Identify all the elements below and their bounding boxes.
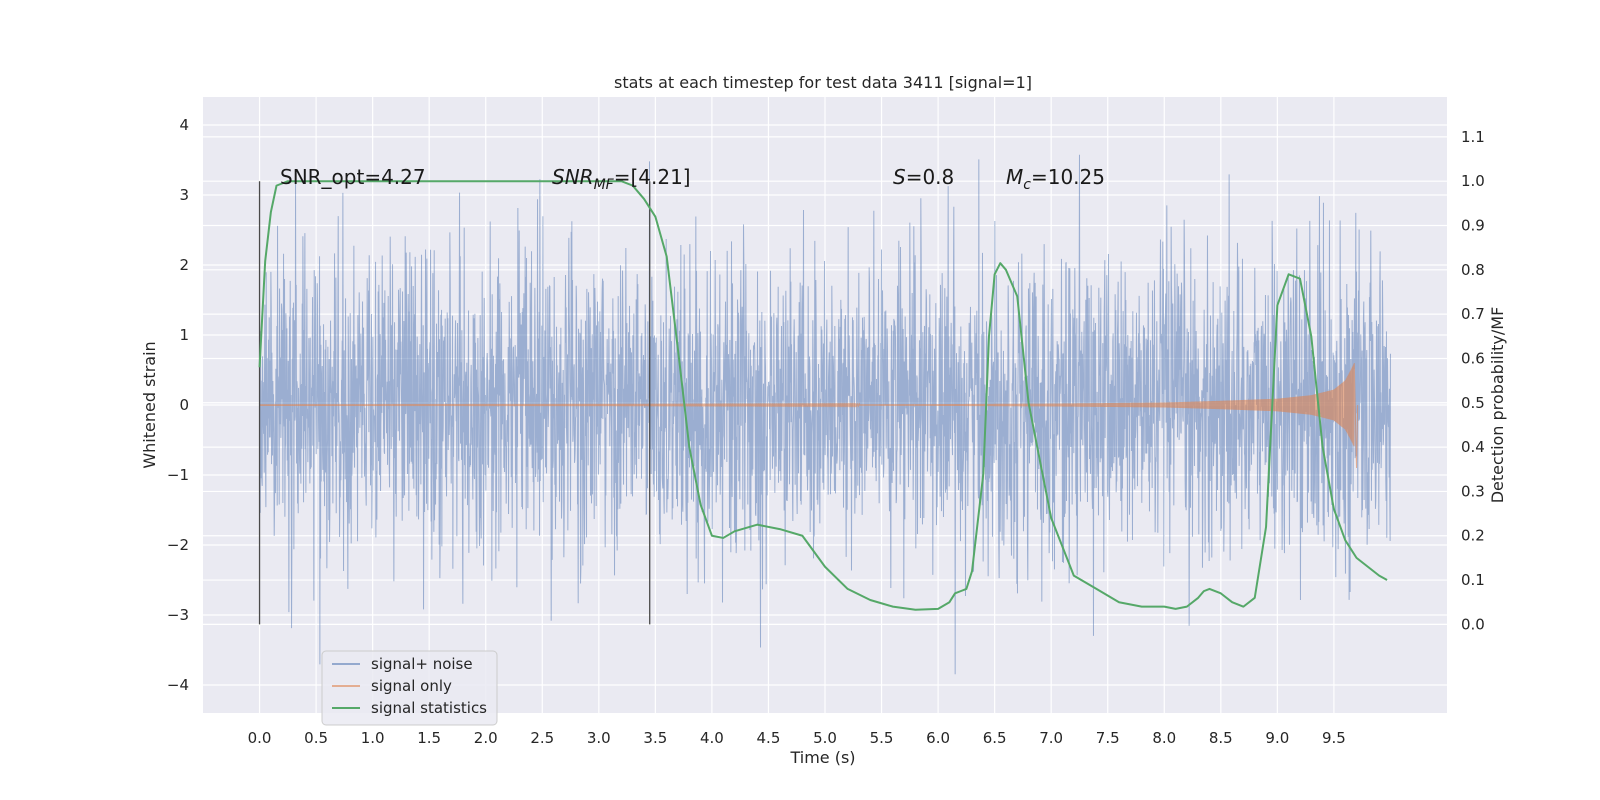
y-left-tick-label: 1 (179, 326, 189, 344)
y-right-tick-label: 0.9 (1461, 217, 1485, 235)
x-tick-label: 8.0 (1152, 729, 1176, 747)
x-tick-label: 8.5 (1209, 729, 1233, 747)
annotations: SNR_opt=4.27 SNRMF=[4.21] S=0.8 Mc=10.25 (280, 165, 1105, 193)
y-left-tick-label: 3 (179, 186, 189, 204)
legend: signal+ noise signal only signal statist… (321, 650, 498, 726)
x-tick-label: 4.0 (700, 729, 724, 747)
legend-label-signal-statistics: signal statistics (371, 699, 487, 717)
x-tick-label: 3.0 (587, 729, 611, 747)
annotation-mc: Mc=10.25 (1006, 165, 1105, 193)
x-tick-label: 6.0 (926, 729, 950, 747)
x-tick-label: 3.5 (643, 729, 667, 747)
y-left-tick-label: 4 (179, 116, 189, 134)
y-right-tick-label: 0.7 (1461, 305, 1485, 323)
legend-label-signal-noise: signal+ noise (371, 655, 473, 673)
y-right-tick-label: 0.3 (1461, 482, 1485, 500)
x-tick-label: 4.5 (757, 729, 781, 747)
y-right-tick-label: 0.1 (1461, 571, 1485, 589)
x-tick-label: 7.5 (1096, 729, 1120, 747)
y-right-tick-label: 0.0 (1461, 615, 1485, 633)
x-tick-label: 1.0 (361, 729, 385, 747)
y-right-tick-label: 1.1 (1461, 128, 1485, 146)
x-tick-labels: 0.0 0.5 1.0 1.5 2.0 2.5 3.0 3.5 4.0 4.5 5.0 5.5 6.0 6… (248, 729, 1346, 747)
chart-title: stats at each timestep for test data 341… (614, 73, 1032, 92)
x-tick-label: 9.5 (1322, 729, 1346, 747)
legend-box (321, 650, 498, 726)
x-tick-label: 2.0 (474, 729, 498, 747)
x-tick-label: 6.5 (983, 729, 1007, 747)
x-tick-label: 7.0 (1039, 729, 1063, 747)
y-right-tick-label: 0.4 (1461, 438, 1485, 456)
signal-only-line (259, 362, 1359, 469)
annotation-snr-mf: SNRMF=[4.21] (552, 165, 691, 193)
x-axis-label: Time (s) (789, 748, 855, 767)
series-signal-noise (259, 154, 1391, 675)
y-right-tick-label: 1.0 (1461, 172, 1485, 190)
vertical-markers (258, 181, 651, 625)
y-left-axis-label: Whitened strain (140, 341, 159, 468)
y-left-tick-label: −3 (167, 606, 189, 624)
x-tick-label: 5.5 (870, 729, 894, 747)
x-tick-label: 1.5 (417, 729, 441, 747)
y-left-tick-label: 0 (179, 396, 189, 414)
x-tick-label: 0.0 (248, 729, 272, 747)
y-left-tick-label: −1 (167, 466, 189, 484)
y-right-tick-label: 0.6 (1461, 349, 1485, 367)
signal-noise-line (259, 154, 1391, 675)
series-signal-only (259, 362, 1359, 469)
annotation-snr-opt: SNR_opt=4.27 (280, 165, 426, 189)
y-left-tick-label: −2 (167, 536, 189, 554)
x-tick-label: 5.0 (813, 729, 837, 747)
y-left-tick-label: −4 (167, 676, 189, 694)
annotation-s: S=0.8 (893, 165, 954, 189)
y-right-tick-label: 0.5 (1461, 394, 1485, 412)
y-right-tick-label: 0.8 (1461, 261, 1485, 279)
y-left-tick-label: 2 (179, 256, 189, 274)
y-right-tick-labels: 1.1 1.0 0.9 0.8 0.7 0.6 0.5 0.4 0.3 0.2 0.1 0.0 (1461, 128, 1485, 633)
signal-statistics-line (258, 180, 1388, 611)
series-signal-statistics (258, 180, 1388, 611)
y-right-axis-label: Detection probability/MF (1488, 307, 1507, 504)
x-tick-label: 9.0 (1265, 729, 1289, 747)
y-right-tick-label: 0.2 (1461, 527, 1485, 545)
x-tick-label: 2.5 (530, 729, 554, 747)
legend-label-signal-only: signal only (371, 677, 452, 695)
x-tick-label: 0.5 (304, 729, 328, 747)
y-left-tick-labels: 4 3 2 1 0 −1 −2 −3 −4 (167, 116, 189, 694)
